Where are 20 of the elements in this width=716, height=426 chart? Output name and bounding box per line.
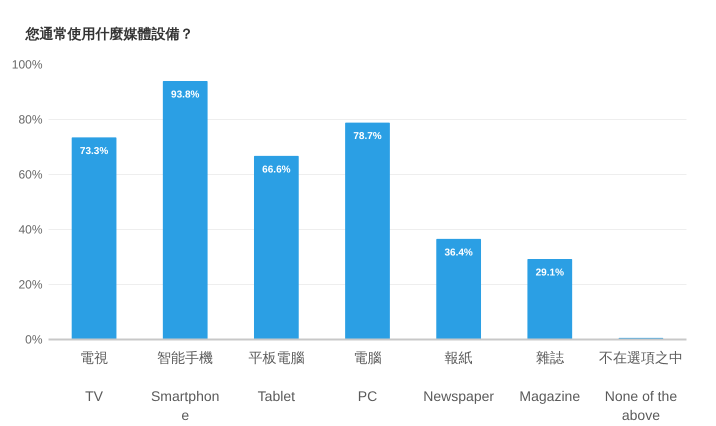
y-tick-label: 0% [25, 332, 43, 346]
category-label: 智能手機 Smartphone [150, 350, 220, 424]
category-label: 平板電腦 Tablet [248, 350, 304, 404]
data-label: 36.4% [444, 247, 473, 258]
category-label: 雜誌 Magazine [519, 350, 580, 404]
y-tick-label: 60% [18, 168, 43, 182]
y-tick-label: 20% [18, 278, 43, 292]
y-tick-label: 40% [18, 222, 43, 236]
y-tick-label: 80% [18, 112, 43, 126]
category-label: 電視 TV [80, 350, 108, 404]
y-tick-label: 100% [12, 58, 43, 72]
data-label: 29.1% [536, 267, 564, 278]
data-label: 66.6% [262, 164, 291, 176]
data-label: 73.3% [80, 146, 108, 157]
data-label: 78.7% [353, 131, 382, 142]
category-label: 不在選項之中 None of the above [598, 350, 683, 424]
data-label: 93.8% [171, 90, 200, 101]
category-label: 電腦 PC [354, 350, 382, 404]
category-label: 報紙 Newspaper [423, 350, 494, 404]
chart-title: 您通常使用什麼媒體設備？ [24, 26, 194, 42]
